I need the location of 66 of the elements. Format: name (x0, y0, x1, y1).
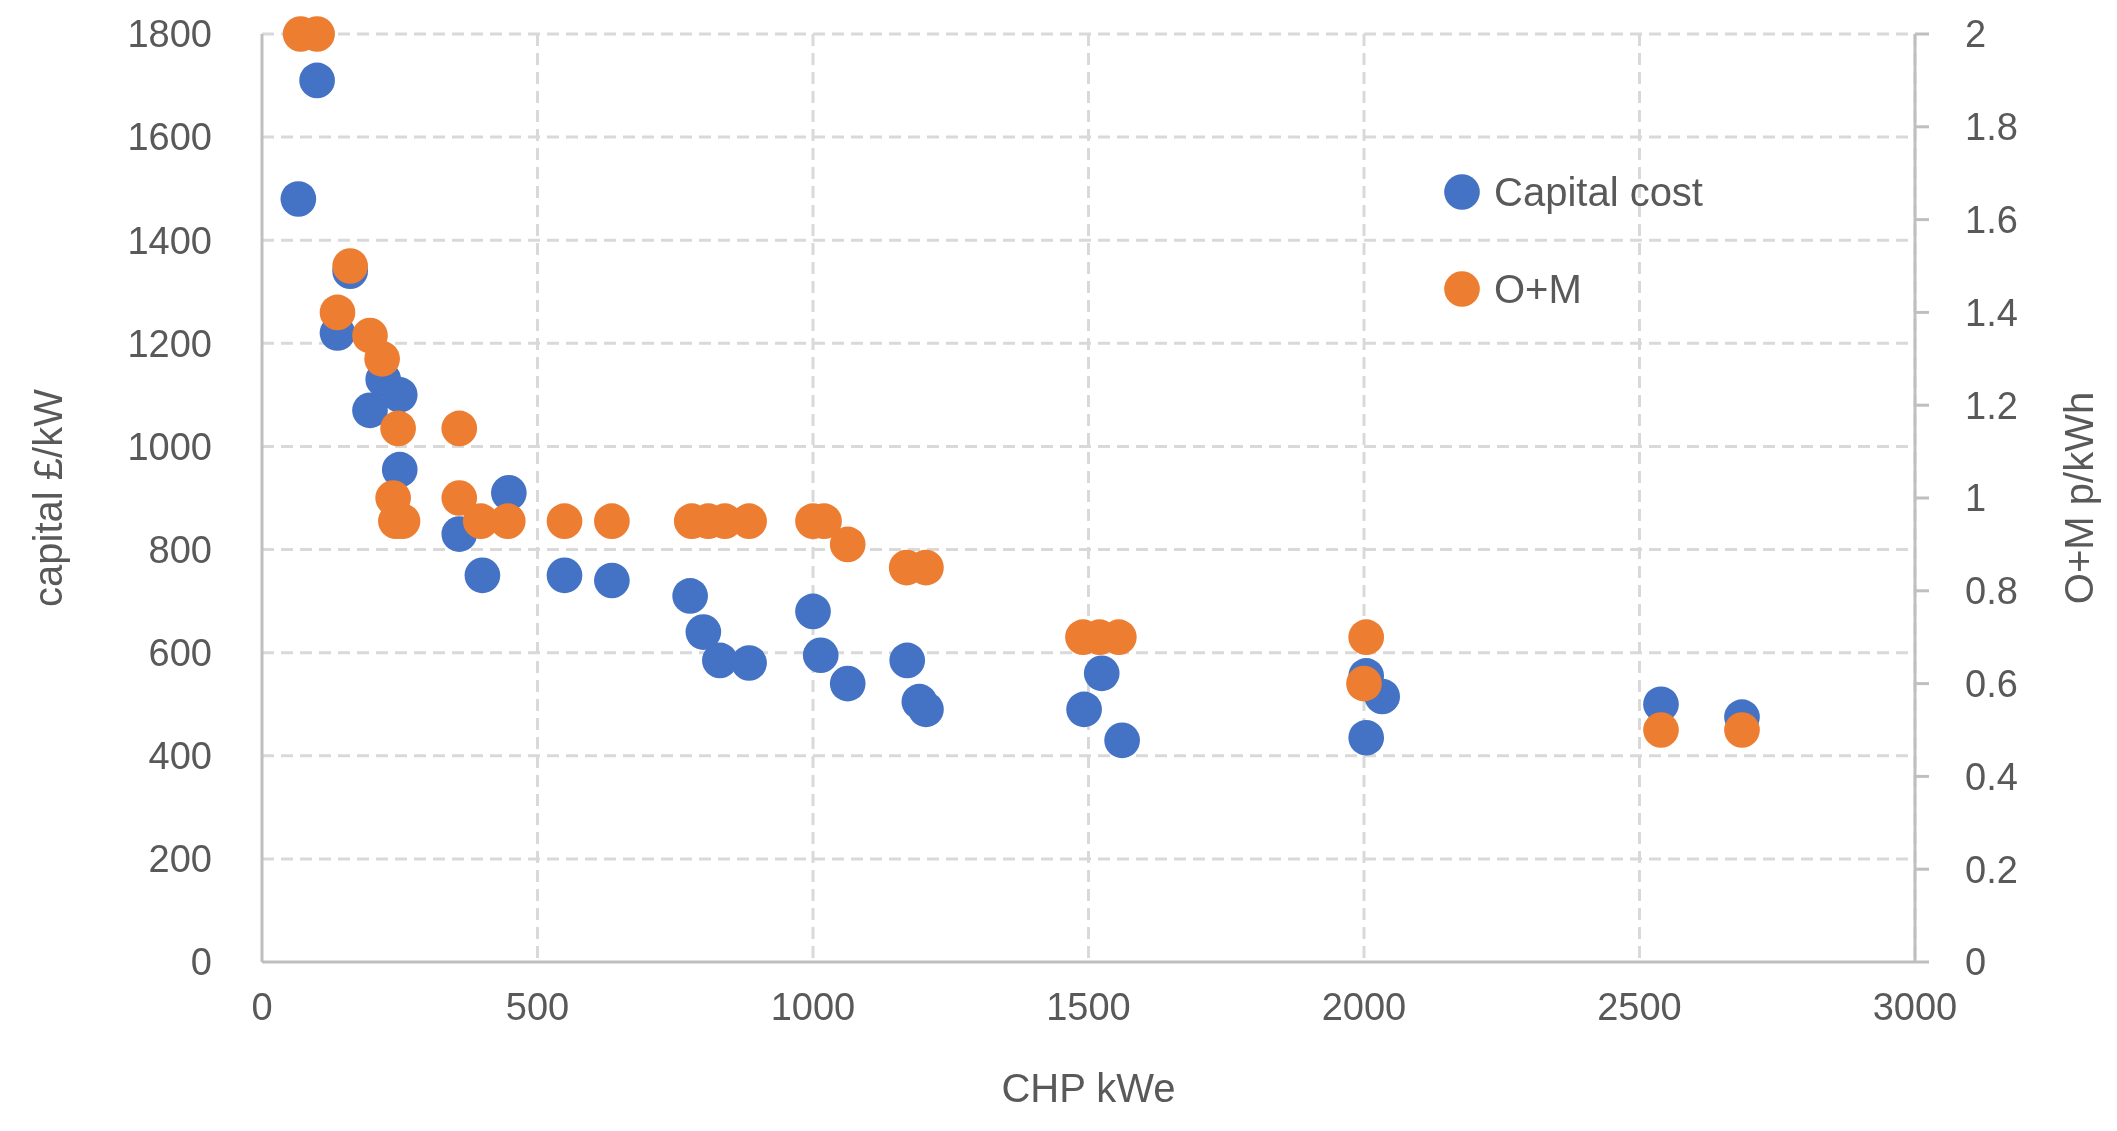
point (1724, 712, 1760, 748)
point (802, 637, 839, 674)
y2-tick-label: 1 (1965, 477, 1987, 520)
point (1066, 691, 1102, 728)
y-tick-label: 1400 (127, 219, 212, 262)
y-tick-label: 800 (148, 528, 212, 571)
point (364, 340, 400, 377)
y-tick-label: 600 (148, 631, 212, 674)
y-tick-label: 1000 (127, 425, 212, 468)
point (1348, 719, 1385, 756)
point (672, 578, 708, 614)
x-tick-label: 1500 (1046, 986, 1131, 1028)
y2-tick-label: 0.6 (1965, 662, 2018, 705)
x-tick-label: 3000 (1872, 986, 1958, 1028)
y-tick-label: 200 (148, 838, 212, 881)
point (829, 665, 866, 702)
point (299, 62, 335, 99)
y2-tick-label: 1.4 (1965, 291, 2018, 334)
point (829, 526, 866, 563)
x-axis-title: CHP kWe (1001, 1066, 1176, 1110)
y-tick-label: 400 (148, 735, 212, 778)
point (795, 593, 831, 630)
point (908, 691, 944, 728)
point (1346, 665, 1382, 702)
point (1104, 722, 1140, 759)
point (546, 503, 583, 540)
y-tick-label: 0 (190, 941, 212, 984)
point (352, 392, 388, 429)
y2-tick-label: 0.2 (1965, 848, 2018, 891)
point (1643, 712, 1679, 748)
x-tick-label: 500 (505, 986, 570, 1028)
y2-tick-label: 2 (1965, 13, 1987, 56)
point (441, 480, 478, 516)
point (889, 642, 926, 679)
point (381, 377, 418, 413)
y-tick-label: 1600 (127, 116, 212, 159)
legend-label: Capital cost (1494, 170, 1703, 214)
y2-tick-label: 0.4 (1965, 755, 2018, 798)
x-tick-label: 1000 (770, 986, 856, 1028)
point (1348, 619, 1385, 656)
x-tick-label: 2500 (1597, 986, 1682, 1028)
point (441, 410, 478, 447)
point (731, 645, 767, 681)
point (380, 410, 416, 447)
point (381, 451, 418, 488)
point (464, 557, 501, 594)
y-tick-label: 1800 (127, 13, 212, 56)
x-tick-label: 2000 (1321, 986, 1407, 1028)
point (1083, 655, 1120, 692)
point (546, 557, 583, 594)
y-axis-title: capital £/kW (26, 388, 70, 607)
point (594, 562, 630, 599)
y2-tick-label: 0.8 (1965, 570, 2018, 613)
x-tick-label: 0 (251, 986, 273, 1028)
y2-tick-label: 1.6 (1965, 198, 2018, 241)
point (280, 181, 317, 217)
y2-tick-label: 1.2 (1965, 384, 2018, 427)
point (685, 614, 722, 650)
y2-tick-label: 0 (1965, 941, 1987, 984)
y2-axis-title: O+M p/kWh (2057, 391, 2101, 605)
y-tick-label: 1200 (127, 322, 212, 365)
point (702, 642, 738, 679)
legend-label: O+M (1494, 267, 1582, 311)
point (594, 503, 630, 540)
point (319, 294, 356, 331)
y2-tick-label: 1.8 (1965, 106, 2018, 149)
